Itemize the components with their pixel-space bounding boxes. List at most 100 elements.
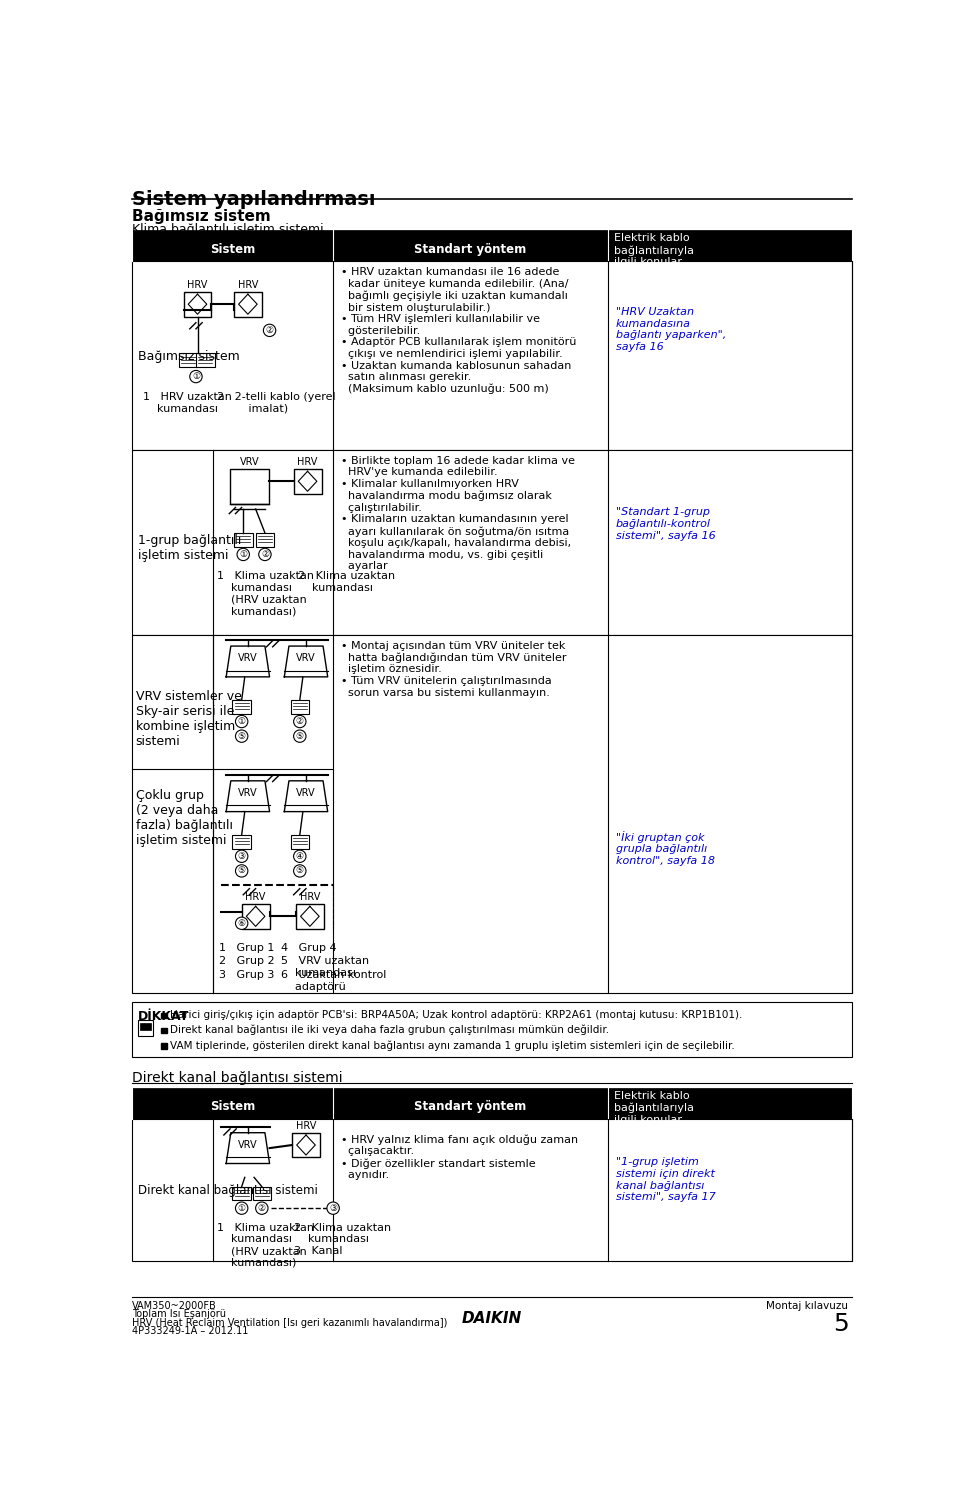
Text: DAIKIN: DAIKIN xyxy=(462,1310,522,1325)
Text: ③: ③ xyxy=(329,1203,337,1212)
Text: VRV: VRV xyxy=(238,788,257,798)
Text: HRV: HRV xyxy=(238,280,258,290)
Text: VRV: VRV xyxy=(238,1141,257,1150)
Bar xyxy=(132,1118,852,1261)
Circle shape xyxy=(259,548,271,560)
Text: VRV: VRV xyxy=(240,457,259,468)
Bar xyxy=(291,835,309,849)
Bar xyxy=(242,904,270,929)
Text: Standart yöntem: Standart yöntem xyxy=(414,1100,526,1114)
Bar xyxy=(132,634,852,993)
Text: 3   Grup 3: 3 Grup 3 xyxy=(219,971,275,980)
Text: DİKKAT: DİKKAT xyxy=(138,1010,189,1023)
Text: HRV: HRV xyxy=(187,280,207,290)
Text: HRV: HRV xyxy=(300,892,320,902)
Bar xyxy=(132,231,852,261)
Bar xyxy=(232,835,251,849)
Bar xyxy=(132,1088,852,1118)
Text: ①: ① xyxy=(192,372,200,381)
Circle shape xyxy=(235,715,248,728)
Text: ⑥: ⑥ xyxy=(238,919,246,928)
Bar xyxy=(292,1133,320,1157)
Bar xyxy=(255,533,275,546)
Bar xyxy=(291,700,309,713)
Text: Sistem: Sistem xyxy=(209,243,255,256)
Text: Direkt kanal bağlantısı ile iki veya daha fazla grubun çalıştırılması mümkün değ: Direkt kanal bağlantısı ile iki veya dah… xyxy=(170,1024,610,1035)
Circle shape xyxy=(190,371,203,383)
Text: 1   Grup 1: 1 Grup 1 xyxy=(219,943,275,953)
Text: Toplam Isı Eşanjörü: Toplam Isı Eşanjörü xyxy=(132,1309,226,1319)
Text: VRV: VRV xyxy=(297,788,316,798)
Bar xyxy=(294,469,322,494)
Bar xyxy=(132,261,852,450)
Bar xyxy=(234,292,262,317)
Text: ①: ① xyxy=(239,549,248,558)
Circle shape xyxy=(294,715,306,728)
Text: 1   Klima uzaktan
    kumandası
    (HRV uzaktan
    kumandası): 1 Klima uzaktan kumandası (HRV uzaktan k… xyxy=(217,572,314,616)
Bar xyxy=(252,1187,271,1200)
Text: Bağımsız sistem: Bağımsız sistem xyxy=(138,350,240,363)
Text: 2   Grup 2: 2 Grup 2 xyxy=(219,956,275,966)
Text: 5   VRV uzaktan
    kumandası: 5 VRV uzaktan kumandası xyxy=(281,956,370,978)
Bar xyxy=(179,353,198,368)
Text: ③: ③ xyxy=(238,852,246,861)
Text: ⑤: ⑤ xyxy=(296,867,304,876)
Bar xyxy=(296,904,324,929)
Bar xyxy=(138,1020,154,1036)
Circle shape xyxy=(263,325,276,337)
Text: ①: ① xyxy=(238,1203,246,1212)
Text: "HRV Uzaktan
kumandasına
bağlantı yaparken",
sayfa 16: "HRV Uzaktan kumandasına bağlantı yapark… xyxy=(616,307,727,351)
Text: ②: ② xyxy=(266,326,274,335)
Circle shape xyxy=(235,917,248,929)
Circle shape xyxy=(294,865,306,877)
Text: VAM tiplerinde, gösterilen direkt kanal bağlantısı aynı zamanda 1 gruplu işletim: VAM tiplerinde, gösterilen direkt kanal … xyxy=(170,1041,735,1051)
Circle shape xyxy=(235,850,248,862)
Bar xyxy=(161,1027,166,1033)
Text: "1-grup işletim
sistemi için direkt
kanal bağlantısı
sistemi", sayfa 17: "1-grup işletim sistemi için direkt kana… xyxy=(616,1157,716,1202)
Circle shape xyxy=(237,548,250,560)
Bar xyxy=(132,1002,852,1057)
Text: Standart yöntem: Standart yöntem xyxy=(414,243,526,256)
Text: Klima bağlantılı işletim sistemi: Klima bağlantılı işletim sistemi xyxy=(132,222,324,235)
Text: 3   Kanal: 3 Kanal xyxy=(295,1246,343,1255)
Bar xyxy=(161,1044,166,1048)
Text: Sistem yapılandırması: Sistem yapılandırması xyxy=(132,191,375,210)
Bar xyxy=(232,700,251,713)
Bar xyxy=(230,469,269,503)
Bar xyxy=(183,292,211,317)
Text: VRV sistemler ve
Sky-air serisi ile
kombine işletim
sistemi: VRV sistemler ve Sky-air serisi ile komb… xyxy=(135,689,241,747)
Text: • Birlikte toplam 16 adede kadar klima ve
  HRV'ye kumanda edilebilir.
• Klimala: • Birlikte toplam 16 adede kadar klima v… xyxy=(341,456,575,572)
Text: 1   HRV uzaktan
    kumandası: 1 HRV uzaktan kumandası xyxy=(143,392,232,414)
Circle shape xyxy=(235,730,248,743)
Bar xyxy=(234,533,252,546)
Text: Çoklu grup
(2 veya daha
fazla) bağlantılı
işletim sistemi: Çoklu grup (2 veya daha fazla) bağlantıl… xyxy=(135,789,232,847)
Text: Elektrik kablo
bağlantılarıyla
ilgili konular: Elektrik kablo bağlantılarıyla ilgili ko… xyxy=(614,234,694,267)
Text: Montaj kılavuzu: Montaj kılavuzu xyxy=(766,1300,849,1310)
Text: ⑤: ⑤ xyxy=(238,731,246,740)
Bar xyxy=(196,353,214,368)
Text: "İki gruptan çok
grupla bağlantılı
kontrol", sayfa 18: "İki gruptan çok grupla bağlantılı kontr… xyxy=(616,831,715,867)
Text: Harici giriş/çıkış için adaptör PCB'si: BRP4A50A; Uzak kontrol adaptörü: KRP2A61: Harici giriş/çıkış için adaptör PCB'si: … xyxy=(170,1010,743,1020)
Text: HRV: HRV xyxy=(298,457,318,468)
Text: ④: ④ xyxy=(296,852,304,861)
Text: Bağımsız sistem: Bağımsız sistem xyxy=(132,210,271,225)
Text: 5: 5 xyxy=(832,1312,849,1336)
Text: • Montaj açısından tüm VRV üniteler tek
  hatta bağlandığından tüm VRV üniteler
: • Montaj açısından tüm VRV üniteler tek … xyxy=(341,640,566,698)
Circle shape xyxy=(327,1202,339,1215)
Bar xyxy=(232,1187,251,1200)
Text: HRV (Heat Reclaim Ventilation [Isı geri kazanımlı havalandırma]): HRV (Heat Reclaim Ventilation [Isı geri … xyxy=(132,1318,447,1328)
Text: • HRV yalnız klima fanı açık olduğu zaman
  çalışacaktır.
• Diğer özellikler sta: • HRV yalnız klima fanı açık olduğu zama… xyxy=(341,1135,578,1181)
Text: ⑤: ⑤ xyxy=(238,867,246,876)
Text: ⑤: ⑤ xyxy=(296,731,304,740)
Text: HRV: HRV xyxy=(246,892,266,902)
Text: VRV: VRV xyxy=(238,654,257,664)
Circle shape xyxy=(235,865,248,877)
Circle shape xyxy=(294,730,306,743)
Text: 1-grup bağlantılı
işletim sistemi: 1-grup bağlantılı işletim sistemi xyxy=(138,535,241,563)
Text: 6   Uzaktan kontrol
    adaptörü: 6 Uzaktan kontrol adaptörü xyxy=(281,971,387,992)
Text: HRV: HRV xyxy=(296,1121,316,1132)
Text: ②: ② xyxy=(258,1203,266,1212)
Circle shape xyxy=(255,1202,268,1215)
Text: ②: ② xyxy=(261,549,269,558)
Bar xyxy=(161,1013,166,1018)
